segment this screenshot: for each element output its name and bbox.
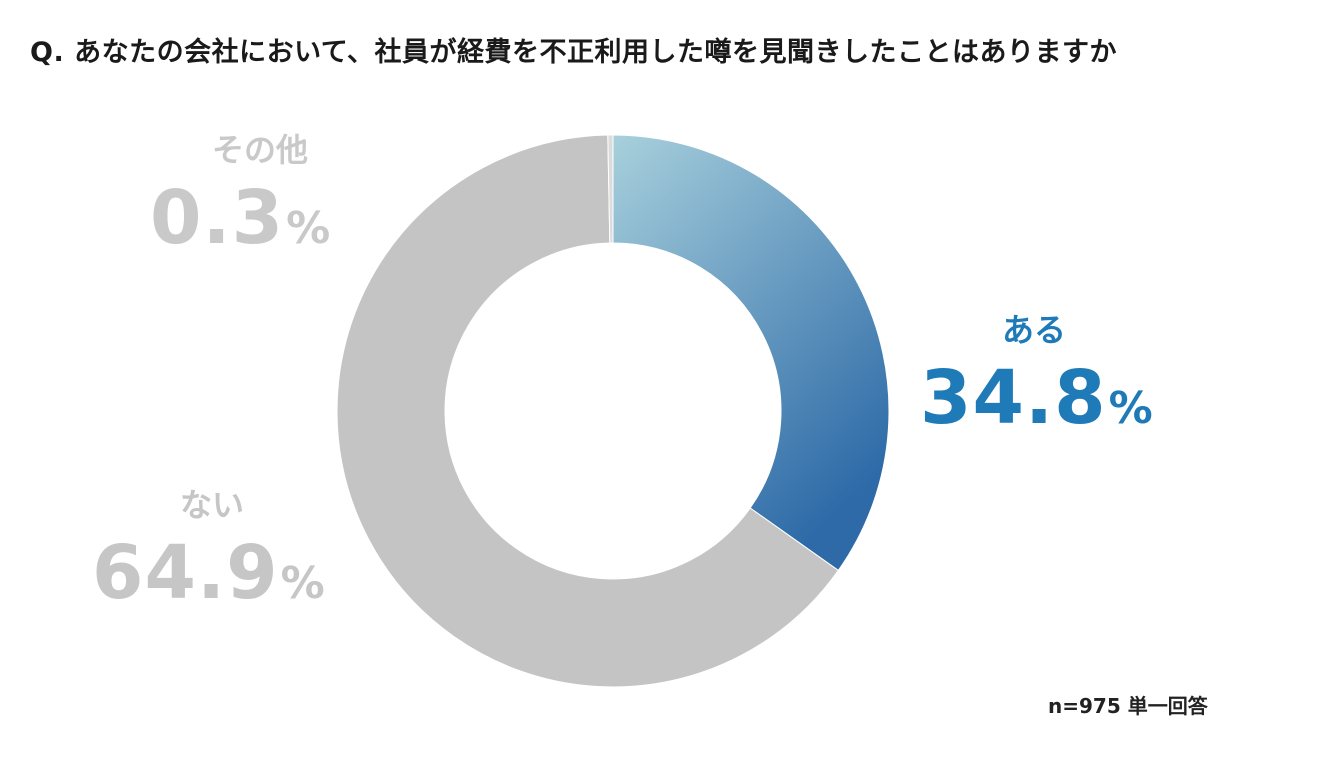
label-other-number: 0.3 — [150, 175, 285, 261]
label-other-name: その他 — [211, 131, 308, 169]
label-yes: ある 34.8% — [920, 305, 1153, 435]
chart-title: Q. あなたの会社において、社員が経費を不正利用した噂を見聞きしたことはあります… — [30, 37, 1117, 68]
label-yes-unit: % — [1108, 383, 1153, 434]
slice-no — [336, 134, 840, 688]
label-yes-name: ある — [1002, 311, 1067, 349]
slice-other — [607, 134, 614, 244]
label-other: その他 0.3% — [150, 125, 330, 255]
label-yes-value: 34.8% — [920, 361, 1153, 435]
sample-note: n=975 単一回答 — [1048, 694, 1208, 718]
label-other-unit: % — [286, 203, 331, 254]
label-no-value: 64.9% — [92, 536, 325, 610]
label-no: ない 64.9% — [92, 480, 325, 610]
label-other-value: 0.3% — [150, 181, 330, 255]
label-yes-number: 34.8 — [920, 355, 1107, 441]
label-no-name: ない — [180, 486, 245, 524]
label-no-unit: % — [280, 558, 325, 609]
slice-yes — [612, 134, 890, 572]
label-no-number: 64.9 — [92, 530, 279, 616]
